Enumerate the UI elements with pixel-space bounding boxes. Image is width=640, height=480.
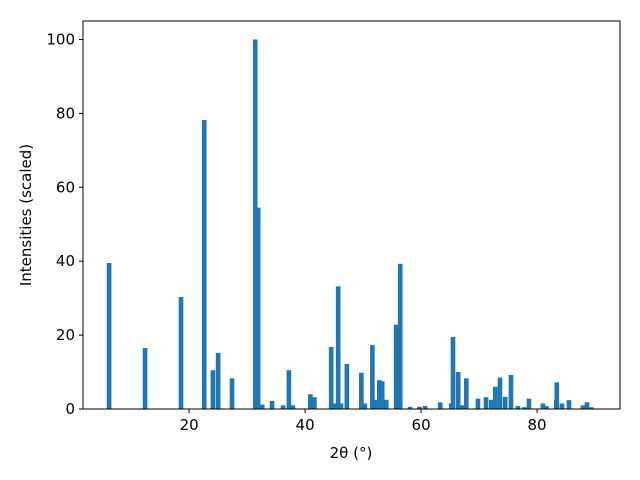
y-tick-label: 20: [56, 326, 75, 344]
bar: [106, 263, 112, 409]
y-tick-label: 40: [56, 252, 75, 270]
bar: [201, 120, 207, 409]
bar: [362, 403, 368, 409]
bar: [383, 399, 389, 409]
bar: [422, 406, 428, 409]
bar: [308, 394, 313, 409]
bar: [492, 386, 498, 409]
bar: [344, 363, 350, 409]
bar: [255, 207, 261, 409]
bar: [502, 396, 508, 409]
bar: [584, 402, 590, 409]
bar: [540, 403, 546, 409]
bar: [459, 405, 465, 409]
bar: [554, 382, 560, 409]
bar: [455, 372, 461, 409]
bar: [464, 378, 469, 409]
bar: [544, 406, 549, 409]
bar: [580, 405, 586, 409]
bar: [229, 378, 235, 409]
x-tick-label: 80: [528, 416, 547, 434]
y-axis-label: Intensities (scaled): [17, 144, 35, 286]
bar: [417, 406, 422, 409]
bar: [526, 398, 532, 409]
bar: [508, 375, 514, 409]
bar: [588, 407, 594, 409]
bar: [359, 372, 364, 409]
bar: [338, 403, 344, 409]
bar: [488, 399, 494, 409]
bar: [450, 336, 456, 409]
y-tick-label: 100: [46, 30, 75, 48]
bar: [259, 404, 265, 409]
bar: [379, 381, 385, 409]
bar: [407, 406, 413, 409]
bar: [397, 263, 403, 409]
bar: [373, 399, 379, 409]
x-tick-label: 40: [296, 416, 315, 434]
bar: [559, 403, 565, 409]
bar: [252, 39, 258, 409]
bar: [515, 406, 521, 409]
bar: [393, 324, 399, 409]
bar: [332, 403, 338, 409]
bar: [210, 370, 216, 409]
bar: [566, 400, 572, 409]
bar: [377, 380, 382, 409]
bar: [178, 297, 184, 409]
bar: [521, 407, 527, 409]
bar: [280, 405, 286, 409]
x-axis-label: 2θ (°): [330, 444, 373, 462]
bar: [497, 377, 503, 409]
bar: [142, 348, 148, 409]
bar: [370, 345, 375, 409]
bar: [269, 400, 275, 409]
bar: [290, 405, 296, 409]
x-tick-label: 60: [412, 416, 431, 434]
bar: [475, 398, 481, 409]
bar: [328, 346, 334, 409]
y-tick-label: 60: [56, 178, 75, 196]
bar: [312, 397, 317, 409]
bar: [215, 352, 221, 409]
x-tick-label: 20: [180, 416, 199, 434]
y-tick-label: 80: [56, 104, 75, 122]
bar: [335, 286, 341, 409]
bar: [483, 397, 489, 409]
bar: [286, 370, 292, 409]
bar: [437, 402, 443, 409]
plot-frame: [82, 20, 621, 410]
y-tick-label: 0: [65, 400, 75, 418]
